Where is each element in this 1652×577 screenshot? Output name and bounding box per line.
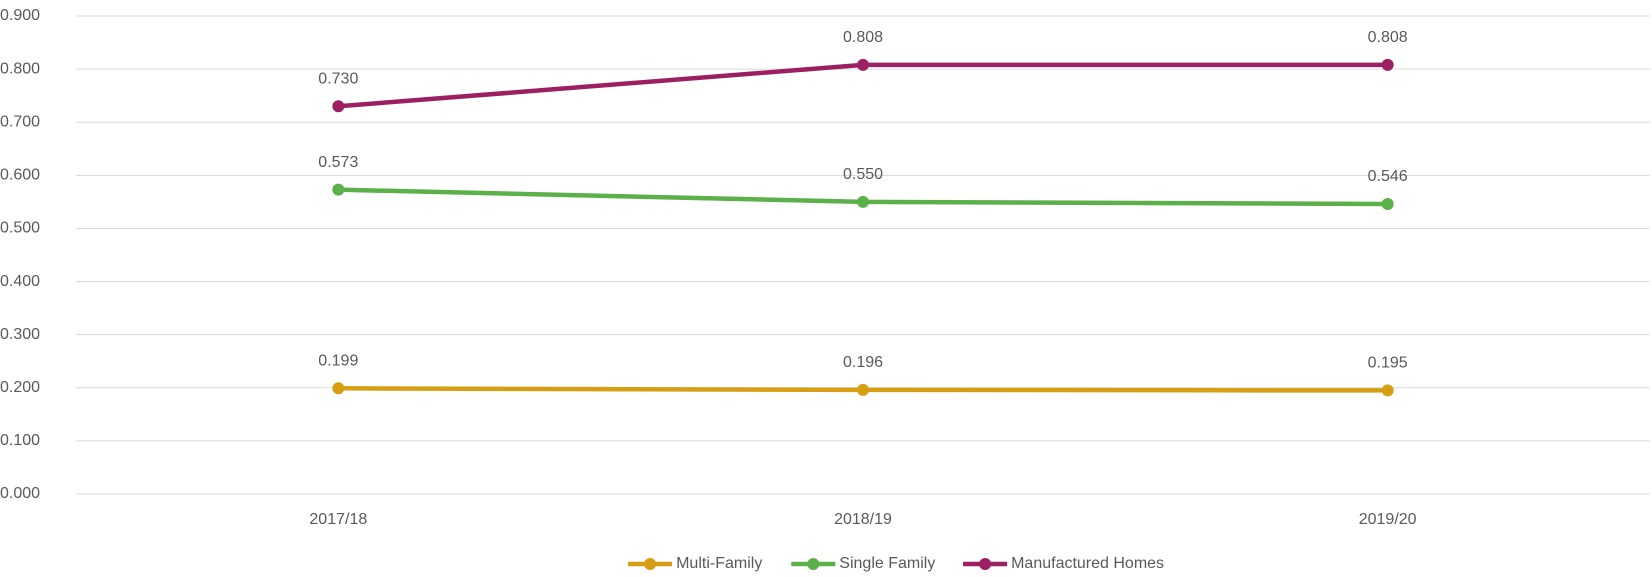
legend-label: Manufactured Homes [1011,555,1164,572]
y-tick-label: 0.200 [0,379,40,396]
legend-marker [979,558,992,570]
y-tick-label: 0.500 [0,220,40,237]
data-label: 0.550 [843,166,883,183]
data-point [1381,58,1394,71]
legend-label: Multi-Family [676,555,762,572]
data-label: 0.730 [318,71,358,88]
series-line [338,62,1388,109]
data-label: 0.808 [1368,29,1408,46]
data-label: 0.808 [843,29,883,46]
x-tick-label: 2019/20 [1359,511,1417,528]
data-point [857,195,869,208]
y-tick-label: 0.000 [0,485,40,502]
data-point [332,382,345,395]
y-tick-label: 0.100 [0,432,40,449]
x-tick-label: 2017/18 [309,511,367,528]
data-point [857,58,869,71]
y-tick-label: 0.900 [0,7,40,24]
y-tick-label: 0.400 [0,273,40,290]
data-label: 0.195 [1368,355,1408,372]
data-label: 0.546 [1368,168,1408,185]
y-tick-label: 0.700 [0,113,40,130]
legend-marker [807,558,820,570]
y-tick-label: 0.300 [0,326,40,343]
y-tick-label: 0.600 [0,167,40,184]
data-point [332,100,345,113]
data-label: 0.199 [318,353,358,370]
data-point [1381,384,1394,397]
y-tick-label: 0.800 [0,60,40,77]
data-label: 0.573 [318,154,358,171]
data-point [1381,198,1394,211]
data-point [332,183,345,196]
data-label: 0.196 [843,354,883,371]
data-point [857,383,869,396]
x-tick-label: 2018/19 [834,511,892,528]
legend-label: Single Family [839,555,935,572]
legend-marker [644,558,657,570]
